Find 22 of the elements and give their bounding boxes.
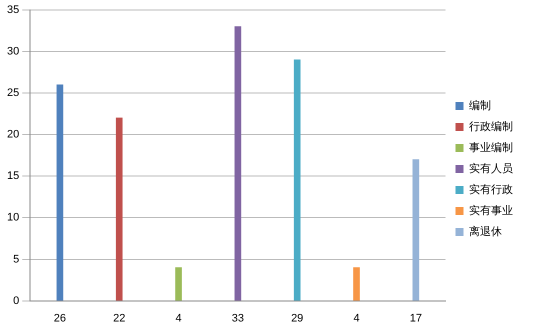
legend-label: 行政编制 [469, 120, 513, 134]
y-tick-label: 0 [13, 294, 20, 307]
y-tick-label: 5 [13, 253, 20, 266]
y-tick-label: 10 [6, 212, 20, 224]
x-tick-label: 26 [54, 312, 66, 324]
x-tick-label: 22 [113, 312, 126, 324]
y-tick-label: 15 [6, 170, 20, 182]
y-tick-label: 25 [6, 87, 20, 100]
x-tick-label: 17 [410, 312, 422, 324]
y-tick-label: 20 [6, 128, 20, 141]
x-tick-label: 33 [232, 312, 244, 324]
y-tick-label: 30 [6, 46, 20, 58]
y-tick-label: 35 [6, 4, 20, 16]
legend-label: 实有行政 [469, 183, 513, 196]
legend-label: 实有人员 [469, 162, 513, 176]
x-tick-label: 29 [291, 312, 304, 324]
x-tick-label: 4 [353, 312, 360, 324]
legend-label: 实有事业 [469, 204, 513, 218]
x-tick-label: 4 [175, 312, 182, 324]
legend-label: 事业编制 [469, 141, 513, 154]
legend-label: 编制 [469, 99, 491, 112]
legend-label: 离退休 [469, 225, 502, 238]
